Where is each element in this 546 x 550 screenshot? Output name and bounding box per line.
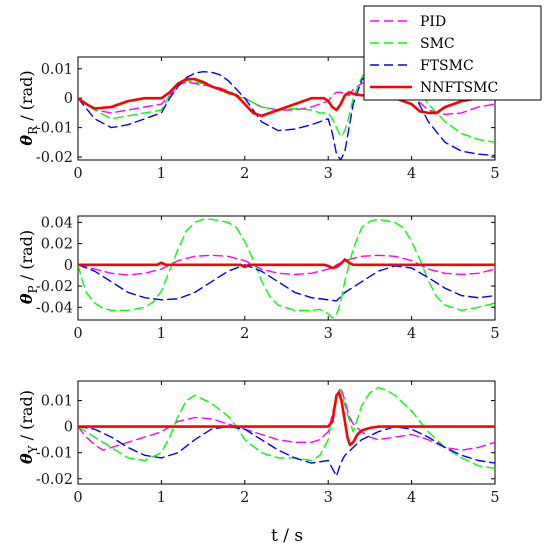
pitch-x-tick-label: 4 <box>407 326 416 342</box>
roll-ylabel: θR / (rad) <box>17 70 40 145</box>
pitch-x-tick-label: 3 <box>324 326 333 342</box>
yaw-ylabel-subscript: Y <box>26 444 40 454</box>
roll-ylabel-subscript: R <box>26 125 40 135</box>
legend-label-pid: PID <box>420 14 446 30</box>
pitch-series-ftsmc <box>78 264 495 302</box>
pitch-series-smc <box>78 218 495 319</box>
pitch-ylabel-unit: / (rad) <box>17 230 36 285</box>
yaw-x-tick-label: 5 <box>490 490 499 506</box>
pitch-x-tick-label: 0 <box>73 326 82 342</box>
panel-pitch: θP / (rad) 0 1 2 3 4 5 0.04 0.02 0 -0.02 -0.04 <box>17 215 500 342</box>
roll-x-tick-label: 2 <box>240 166 249 182</box>
yaw-x-tick-label: 4 <box>407 490 416 506</box>
legend-label-ftsmc: FTSMC <box>420 58 474 74</box>
x-axis-label: t / s <box>271 526 303 546</box>
pitch-y-tick-label: -0.04 <box>36 300 73 316</box>
roll-x-tick-label: 0 <box>73 166 82 182</box>
legend: PID SMC FTSMC NNFTSMC <box>363 5 542 101</box>
pitch-y-tick-label: 0.04 <box>41 215 73 231</box>
yaw-series-smc <box>78 386 495 470</box>
yaw-ylabel-symbol: θ <box>17 453 36 464</box>
yaw-series-pid <box>78 386 495 451</box>
pitch-series-group <box>78 218 495 319</box>
svg-text:θY / (rad): θY / (rad) <box>17 390 40 464</box>
yaw-x-tick-label: 1 <box>157 490 166 506</box>
yaw-y-tick-label: 0 <box>64 420 73 436</box>
roll-x-tick-label: 5 <box>490 166 499 182</box>
pitch-series-pid <box>78 254 495 276</box>
pitch-x-tick-label: 2 <box>240 326 249 342</box>
pitch-series-nnftsmc <box>78 258 495 270</box>
svg-text:θP / (rad): θP / (rad) <box>17 230 40 304</box>
roll-ylabel-unit: / (rad) <box>17 70 36 125</box>
panel-yaw: θY / (rad) 0 1 2 3 4 5 0.01 0 -0.01 -0.02 <box>17 380 500 506</box>
yaw-y-tick-label: -0.01 <box>36 446 73 462</box>
roll-y-tick-label: 0 <box>64 91 73 107</box>
roll-plot-frame <box>77 56 496 161</box>
pitch-ylabel: θP / (rad) <box>17 230 40 304</box>
yaw-x-tick-label: 2 <box>240 490 249 506</box>
roll-x-tick-label: 1 <box>157 166 166 182</box>
roll-x-tick-label: 4 <box>407 166 416 182</box>
roll-ylabel-symbol: θ <box>17 135 36 146</box>
yaw-series-group <box>78 386 495 477</box>
yaw-x-tick-label: 3 <box>324 490 333 506</box>
pitch-y-tick-label: -0.02 <box>36 279 73 295</box>
yaw-ylabel: θY / (rad) <box>17 390 40 464</box>
roll-y-tick-label: -0.01 <box>36 121 73 137</box>
yaw-y-tick-label: -0.02 <box>36 472 73 488</box>
roll-y-tick-label: 0.01 <box>41 62 73 78</box>
pitch-x-tick-label: 1 <box>157 326 166 342</box>
pitch-y-tick-label: 0.02 <box>41 237 73 253</box>
yaw-series-ftsmc <box>78 425 495 477</box>
svg-text:θR / (rad): θR / (rad) <box>17 70 40 145</box>
yaw-x-tick-label: 0 <box>73 490 82 506</box>
yaw-plot-frame <box>77 380 496 485</box>
roll-series-smc <box>78 62 495 143</box>
pitch-ylabel-subscript: P <box>26 285 40 293</box>
yaw-series-nnftsmc <box>78 391 495 447</box>
legend-label-nnftsmc: NNFTSMC <box>420 80 498 96</box>
roll-series-nnftsmc <box>78 77 495 118</box>
pitch-plot-frame <box>77 215 496 321</box>
roll-x-tick-label: 3 <box>324 166 333 182</box>
legend-box <box>363 5 542 101</box>
roll-y-tick-label: -0.02 <box>36 150 73 166</box>
legend-label-smc: SMC <box>420 36 455 52</box>
pitch-y-tick-label: 0 <box>64 258 73 274</box>
yaw-ylabel-unit: / (rad) <box>17 390 36 445</box>
pitch-ylabel-symbol: θ <box>17 293 36 304</box>
pitch-x-tick-label: 5 <box>490 326 499 342</box>
yaw-y-tick-label: 0.01 <box>41 394 73 410</box>
